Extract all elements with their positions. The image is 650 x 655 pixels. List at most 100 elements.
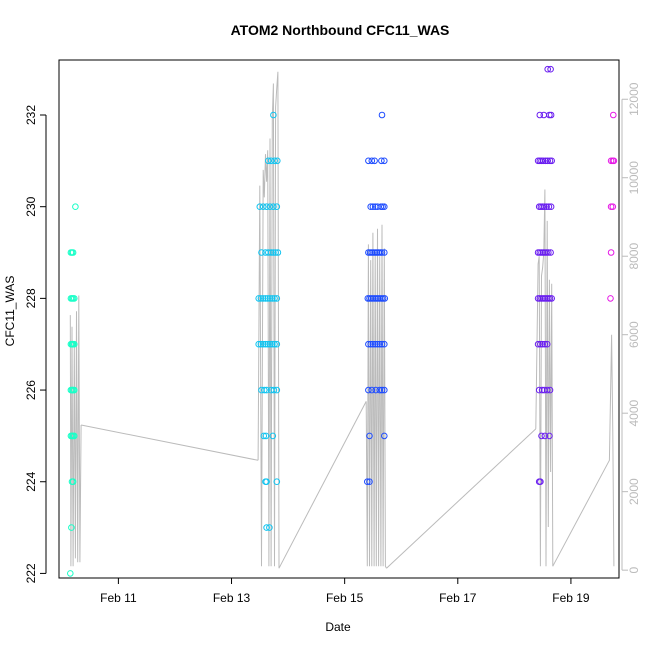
x-tick-label: Feb 19 <box>552 591 590 605</box>
data-point <box>369 340 377 348</box>
chart-title: ATOM2 Northbound CFC11_WAS <box>231 22 450 38</box>
data-point <box>543 386 551 394</box>
data-point <box>545 249 552 256</box>
data-point <box>378 249 386 256</box>
y2-tick-label: 12000 <box>627 82 641 116</box>
altitude-line-segment <box>81 424 259 461</box>
data-point <box>542 157 549 165</box>
x-tick-label: Feb 13 <box>213 591 251 605</box>
data-point <box>610 111 617 119</box>
data-point <box>539 340 546 348</box>
x-axis-label: Date <box>325 620 351 634</box>
y-tick-label: 222 <box>24 563 38 583</box>
data-point <box>364 478 371 486</box>
y-tick-label: 228 <box>24 288 38 308</box>
data-point <box>259 203 267 210</box>
data-point <box>374 340 381 348</box>
data-point <box>69 478 77 486</box>
data-point <box>271 157 278 165</box>
data-point <box>263 386 270 394</box>
data-point <box>547 203 555 210</box>
data-point <box>271 295 278 302</box>
y2-tick-label: 2000 <box>627 478 641 505</box>
data-point <box>610 157 618 165</box>
data-point <box>273 340 281 348</box>
data-point <box>365 386 372 394</box>
data-point <box>365 340 372 348</box>
data-point <box>266 340 274 348</box>
data-point <box>273 295 281 302</box>
altitude-line-segment <box>552 334 615 567</box>
data-point <box>371 340 379 348</box>
y-tick-label: 232 <box>24 105 38 125</box>
data-point <box>270 203 277 210</box>
axes-group: 222 224 226 228 230 232 0 2000 4000 6000 8000 10000… <box>24 82 641 605</box>
data-point <box>366 478 373 486</box>
data-point <box>381 203 388 210</box>
data-point <box>267 249 275 256</box>
y-tick-label: 224 <box>24 471 38 491</box>
data-point <box>381 340 388 348</box>
data-point <box>368 386 376 394</box>
data-point <box>267 157 275 165</box>
data-point <box>543 340 551 348</box>
data-point <box>541 203 548 210</box>
data-point <box>270 111 277 119</box>
data-point <box>537 478 544 486</box>
data-point <box>71 432 78 440</box>
data-point <box>266 295 274 302</box>
altitude-line-segment <box>365 224 387 569</box>
data-point <box>381 432 388 440</box>
altitude-line-segment <box>386 428 537 569</box>
data-point <box>378 111 386 119</box>
data-point <box>266 203 274 210</box>
data-point <box>274 157 281 165</box>
y2-tick-label: 0 <box>627 566 641 573</box>
data-point <box>367 340 375 348</box>
altitude-line-segment <box>535 189 554 567</box>
secondary-line-group <box>69 71 615 569</box>
data-point <box>69 249 77 256</box>
data-point <box>366 432 373 440</box>
data-point <box>381 249 388 256</box>
data-point <box>68 524 75 531</box>
data-point <box>536 111 544 119</box>
data-point <box>537 340 544 348</box>
data-point <box>261 386 268 394</box>
data-point <box>548 295 556 302</box>
data-point <box>273 386 281 394</box>
data-point <box>273 203 281 210</box>
data-point <box>548 157 556 165</box>
data-point <box>545 203 553 210</box>
x-tick-label: Feb 17 <box>439 591 477 605</box>
data-point <box>535 386 543 394</box>
data-point <box>372 386 380 394</box>
data-point <box>257 295 265 302</box>
data-point <box>544 65 552 73</box>
data-point <box>272 249 279 256</box>
data-point <box>378 157 385 165</box>
data-point <box>543 203 550 210</box>
data-point <box>270 386 278 394</box>
data-point <box>547 111 555 119</box>
data-point <box>534 340 542 348</box>
data-point <box>270 249 277 256</box>
data-point <box>71 340 78 348</box>
data-point <box>71 295 78 302</box>
data-point <box>371 157 378 165</box>
data-point <box>265 157 272 165</box>
data-point <box>607 249 615 256</box>
x-tick-label: Feb 11 <box>100 591 137 605</box>
data-point <box>541 432 549 440</box>
data-point <box>263 524 270 531</box>
data-point <box>257 340 265 348</box>
data-point <box>259 340 267 348</box>
data-point <box>367 203 375 210</box>
data-point <box>271 340 278 348</box>
y-tick-label: 230 <box>24 196 38 216</box>
y2-tick-label: 4000 <box>627 400 641 427</box>
data-point <box>546 432 553 440</box>
data-point <box>258 249 265 256</box>
data-point <box>265 249 272 256</box>
